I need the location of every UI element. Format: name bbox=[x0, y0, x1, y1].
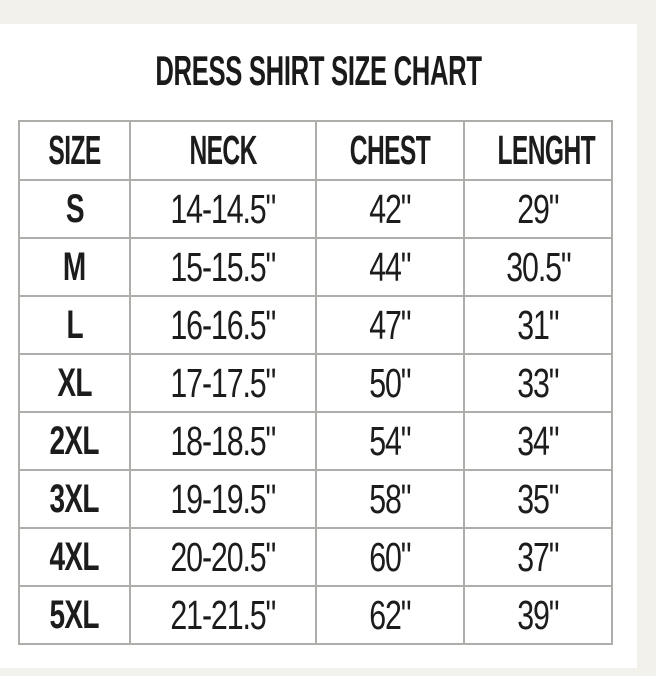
size-cell: L bbox=[18, 295, 131, 355]
neck-cell: 19-19.5" bbox=[129, 469, 317, 529]
column-header-chest: CHEST bbox=[315, 120, 465, 181]
neck-cell: 20-20.5" bbox=[129, 527, 317, 587]
column-header-neck: NECK bbox=[129, 120, 317, 181]
length-cell: 37" bbox=[463, 527, 613, 587]
size-cell: 3XL bbox=[18, 469, 131, 529]
page-card: DRESS SHIRT SIZE CHART SIZE NECK CHEST L… bbox=[0, 24, 637, 668]
chest-cell: 42" bbox=[315, 179, 465, 239]
length-cell: 31" bbox=[463, 295, 613, 355]
table-row: XL 17-17.5" 50" 33" bbox=[18, 353, 613, 413]
length-cell: 39" bbox=[463, 585, 613, 645]
chest-cell: 58" bbox=[315, 469, 465, 529]
length-cell: 34" bbox=[463, 411, 613, 471]
table-row: M 15-15.5" 44" 30.5" bbox=[18, 237, 613, 297]
table-row: 5XL 21-21.5" 62" 39" bbox=[18, 585, 613, 645]
size-chart-table: SIZE NECK CHEST LENGHT S 14-14.5" 42" 29… bbox=[18, 120, 613, 645]
column-header-size: SIZE bbox=[18, 120, 131, 181]
length-cell: 35" bbox=[463, 469, 613, 529]
size-cell: XL bbox=[18, 353, 131, 413]
neck-cell: 17-17.5" bbox=[129, 353, 317, 413]
neck-cell: 16-16.5" bbox=[129, 295, 317, 355]
table-row: 4XL 20-20.5" 60" 37" bbox=[18, 527, 613, 587]
chest-cell: 50" bbox=[315, 353, 465, 413]
chest-cell: 44" bbox=[315, 237, 465, 297]
table-row: L 16-16.5" 47" 31" bbox=[18, 295, 613, 355]
table-row: 2XL 18-18.5" 54" 34" bbox=[18, 411, 613, 471]
neck-cell: 15-15.5" bbox=[129, 237, 317, 297]
header-row: SIZE NECK CHEST LENGHT bbox=[18, 120, 613, 181]
chest-cell: 60" bbox=[315, 527, 465, 587]
table-row: S 14-14.5" 42" 29" bbox=[18, 179, 613, 239]
length-cell: 30.5" bbox=[463, 237, 613, 297]
neck-cell: 18-18.5" bbox=[129, 411, 317, 471]
size-cell: 2XL bbox=[18, 411, 131, 471]
chest-cell: 54" bbox=[315, 411, 465, 471]
neck-cell: 21-21.5" bbox=[129, 585, 317, 645]
table-row: 3XL 19-19.5" 58" 35" bbox=[18, 469, 613, 529]
chest-cell: 47" bbox=[315, 295, 465, 355]
length-cell: 33" bbox=[463, 353, 613, 413]
length-cell: 29" bbox=[463, 179, 613, 239]
page-title: DRESS SHIRT SIZE CHART bbox=[0, 50, 637, 92]
size-cell: S bbox=[18, 179, 131, 239]
size-cell: 5XL bbox=[18, 585, 131, 645]
page-title-text: DRESS SHIRT SIZE CHART bbox=[155, 47, 482, 94]
column-header-length: LENGHT bbox=[463, 120, 613, 181]
neck-cell: 14-14.5" bbox=[129, 179, 317, 239]
size-cell: M bbox=[18, 237, 131, 297]
chest-cell: 62" bbox=[315, 585, 465, 645]
size-cell: 4XL bbox=[18, 527, 131, 587]
